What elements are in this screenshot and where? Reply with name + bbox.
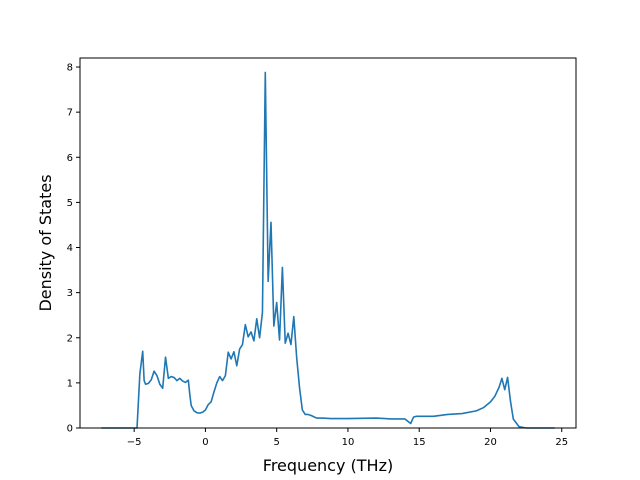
y-tick-label: 7 [67,108,73,119]
y-tick-label: 3 [67,288,73,299]
y-tick-label: 1 [67,378,73,389]
axes-frame [79,57,577,429]
x-tick-label: −5 [127,437,142,448]
dos-series-line [101,71,555,429]
x-tick-label: 0 [202,437,208,448]
x-axis-label: Frequency (THz) [263,456,393,475]
x-tick-label: 15 [413,437,426,448]
series-layer [101,71,555,429]
y-tick-label: 8 [67,63,73,74]
x-tick-label: 5 [274,437,280,448]
y-tick-label: 0 [67,424,73,435]
tick-group: −5 0 5 10 15 20 25 0 1 2 3 4 5 6 7 8 [67,63,568,448]
x-tick-label: 10 [342,437,355,448]
y-tick-label: 6 [67,153,73,164]
x-tick-label: 20 [484,437,497,448]
y-tick-label: 5 [67,198,73,209]
y-tick-label: 4 [67,243,73,254]
x-tick-label: 25 [555,437,568,448]
y-tick-label: 2 [67,333,73,344]
y-axis-label: Density of States [36,174,55,311]
